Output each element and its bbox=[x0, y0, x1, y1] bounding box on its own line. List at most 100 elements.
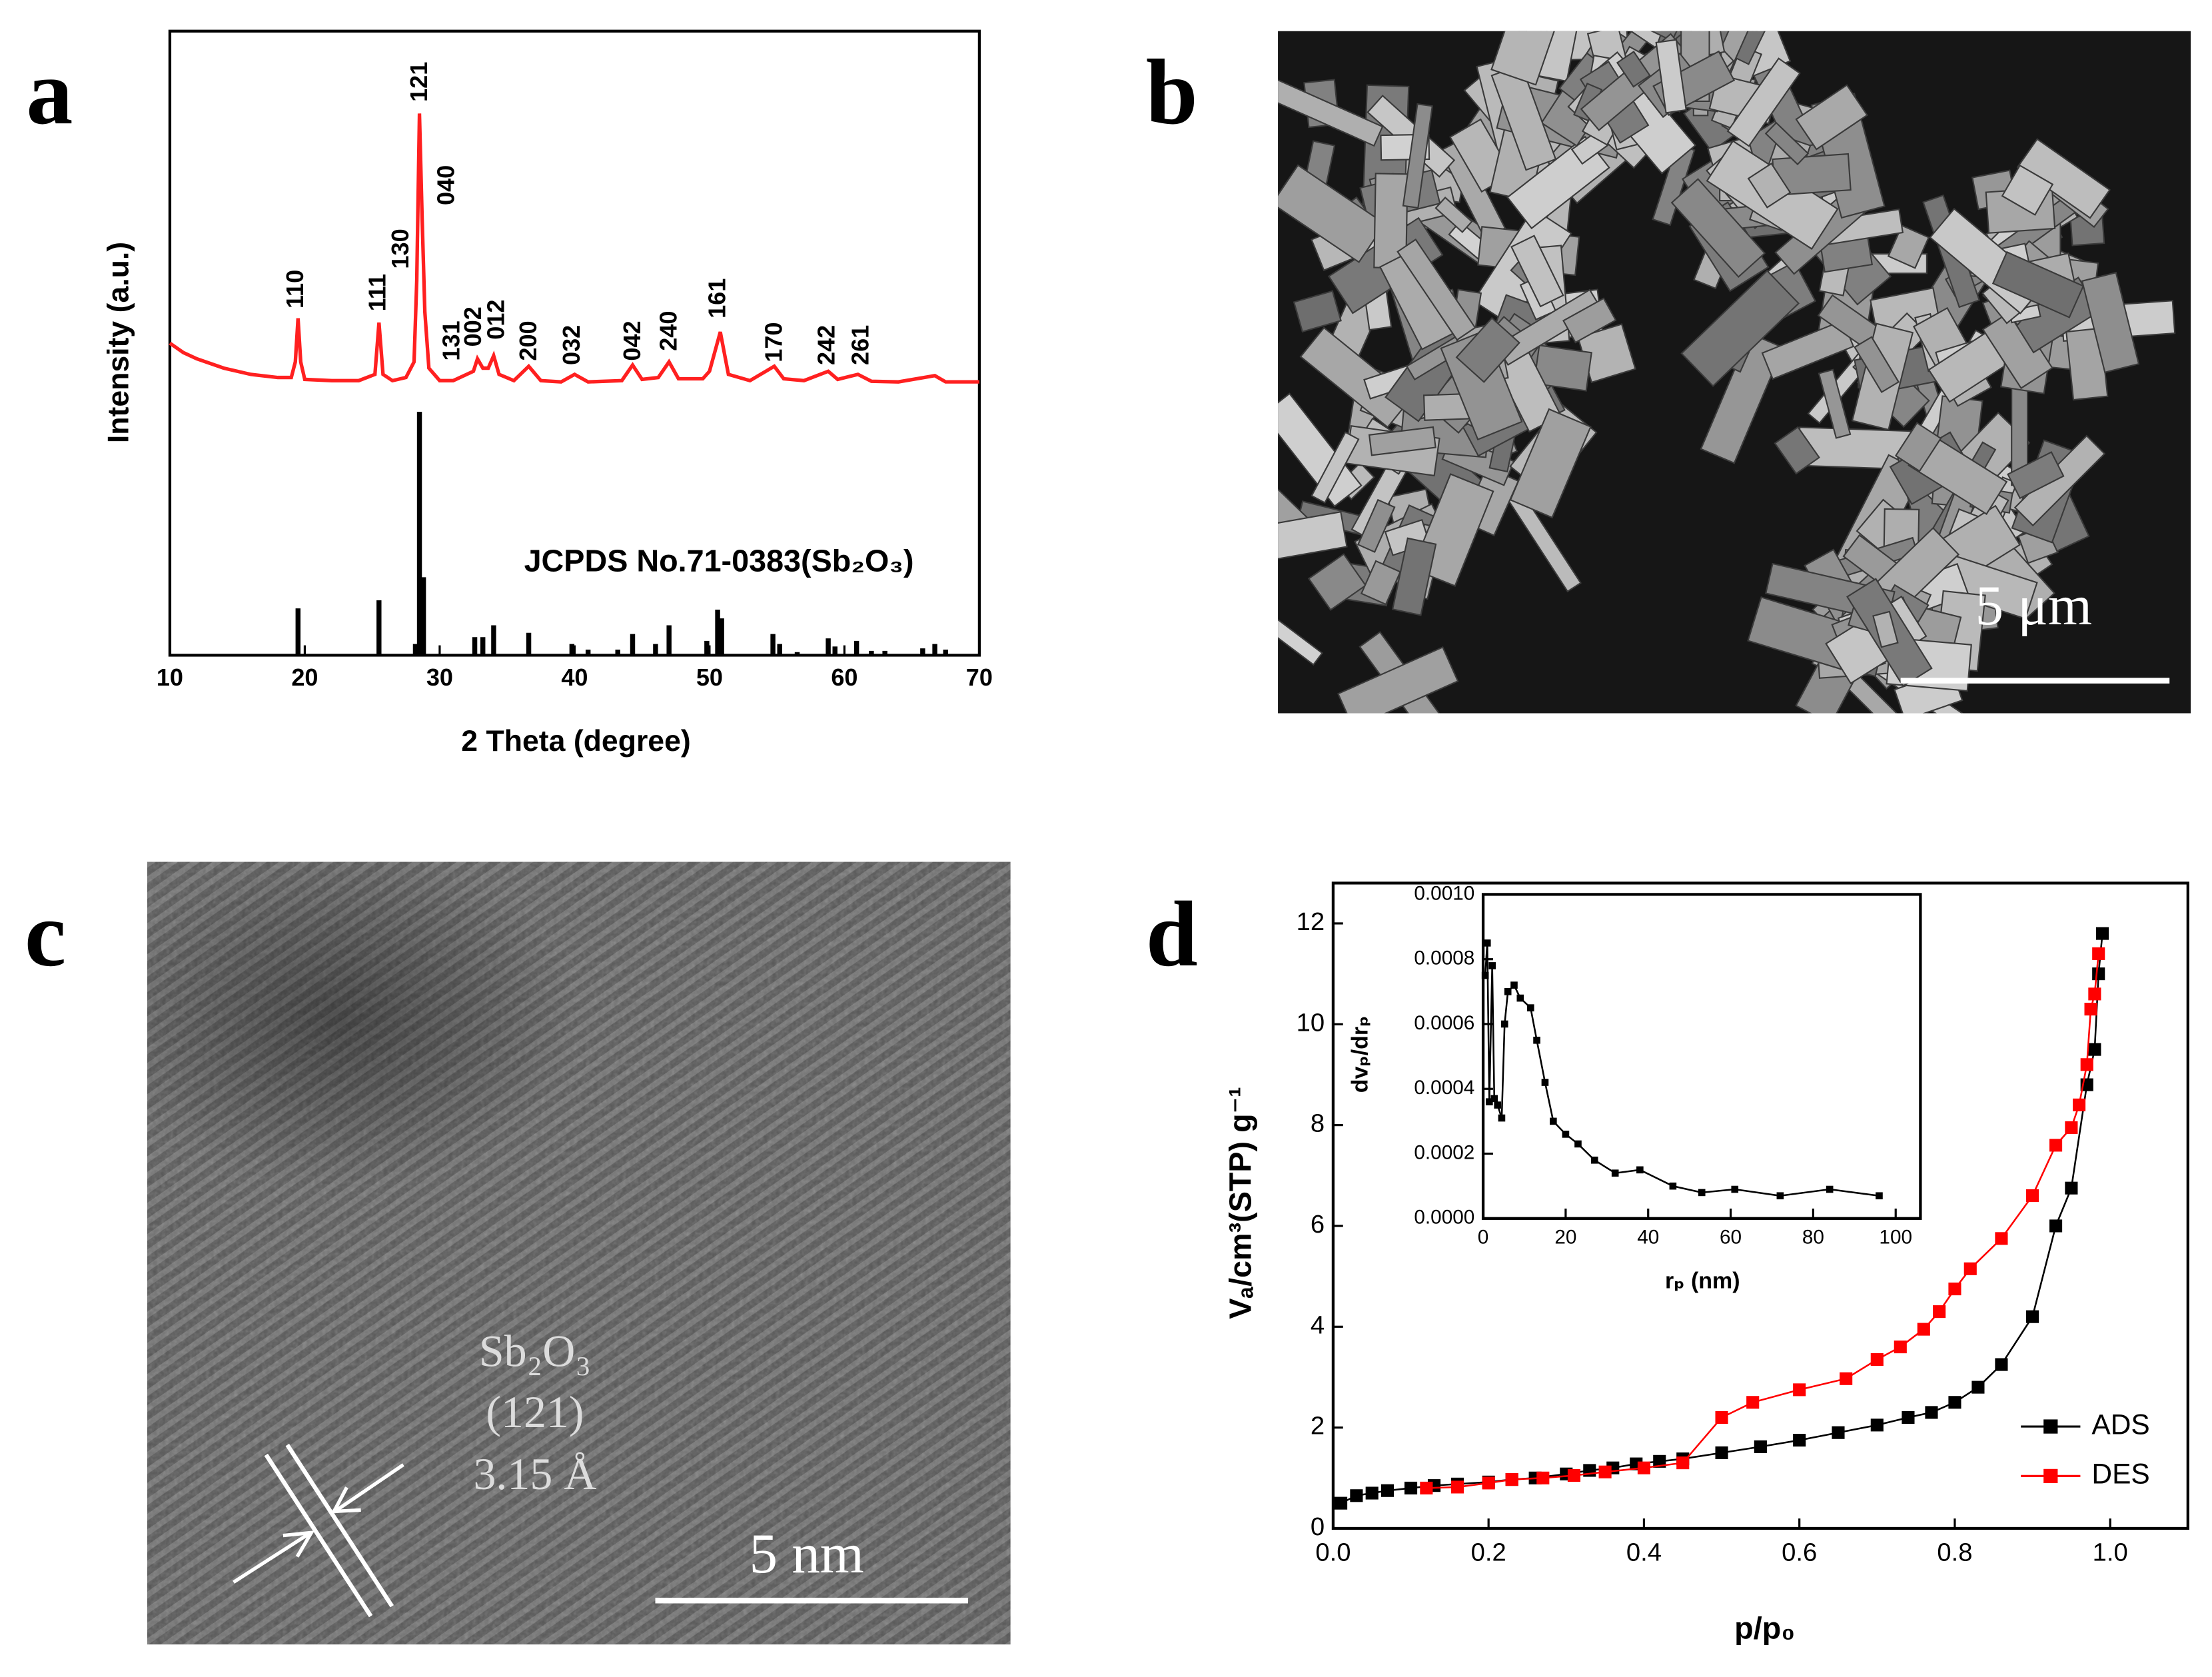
peak-label: 012 bbox=[482, 300, 510, 340]
sem-particle bbox=[1700, 332, 1784, 464]
sem-particle bbox=[1278, 587, 1323, 666]
data-point bbox=[1840, 1372, 1853, 1385]
data-point bbox=[2049, 1219, 2063, 1233]
data-point bbox=[1933, 1305, 1946, 1319]
panel-label: d bbox=[1146, 883, 1198, 986]
sem-particle bbox=[1360, 560, 1402, 606]
data-point bbox=[1404, 1481, 1418, 1494]
sem-particle bbox=[1533, 344, 1592, 392]
sem-particle bbox=[2016, 138, 2111, 219]
legend-label: ADS bbox=[2091, 1409, 2149, 1440]
sem-particle bbox=[2007, 451, 2065, 500]
data-point bbox=[1917, 1323, 1930, 1336]
peak-label: 111 bbox=[363, 274, 390, 311]
sem-particle bbox=[1278, 164, 1386, 263]
data-point bbox=[2092, 967, 2105, 981]
data-point bbox=[1637, 1461, 1650, 1474]
sem-particle bbox=[1655, 39, 1687, 114]
data-point bbox=[2065, 1181, 2078, 1195]
data-point bbox=[1526, 1004, 1534, 1011]
data-point bbox=[1948, 1396, 1961, 1409]
x-tick-label: 50 bbox=[696, 664, 723, 691]
sem-particle bbox=[1670, 178, 1766, 278]
data-point bbox=[1420, 1481, 1433, 1494]
data-point bbox=[2088, 987, 2101, 1001]
x-tick-label: 10 bbox=[157, 664, 183, 691]
sem-particle bbox=[1402, 103, 1433, 209]
data-point bbox=[1335, 1496, 1348, 1510]
data-point bbox=[1870, 1418, 1884, 1432]
data-point bbox=[1793, 1383, 1806, 1397]
data-point bbox=[2026, 1189, 2039, 1203]
data-point bbox=[2072, 1098, 2086, 1111]
data-point bbox=[1876, 1192, 1883, 1200]
data-point bbox=[1500, 1020, 1508, 1028]
peak-label: 130 bbox=[386, 229, 414, 269]
sem-particle bbox=[2081, 271, 2140, 374]
sem-particle bbox=[1894, 422, 1942, 472]
plot-frame bbox=[1481, 893, 1922, 1220]
peak-label: 240 bbox=[655, 311, 682, 351]
data-point bbox=[1636, 1166, 1644, 1174]
sem-particle bbox=[1854, 336, 1900, 394]
legend-marker bbox=[2043, 1468, 2058, 1484]
data-point bbox=[1776, 1192, 1784, 1200]
data-point bbox=[2049, 1139, 2063, 1152]
sem-particle bbox=[1299, 326, 1412, 428]
data-point bbox=[1754, 1440, 1767, 1453]
y-axis-label: dvₚ/drₚ bbox=[1347, 1016, 1373, 1093]
y-tick-label: 12 bbox=[1297, 907, 1325, 936]
x-axis-label: p/p₀ bbox=[1734, 1610, 1795, 1645]
data-point bbox=[1494, 1101, 1502, 1109]
data-point bbox=[1516, 994, 1524, 1002]
data-point bbox=[2065, 1121, 2078, 1134]
data-point bbox=[1746, 1396, 1760, 1409]
arrow-head bbox=[282, 1530, 315, 1558]
y-tick-label: 4 bbox=[1311, 1311, 1325, 1339]
sem-image: 5 μm b bbox=[1146, 0, 2191, 714]
sem-particle bbox=[1396, 239, 1476, 341]
x-tick-label: 60 bbox=[1720, 1226, 1742, 1248]
x-tick-label: 0 bbox=[1478, 1226, 1489, 1248]
arrow bbox=[233, 1532, 310, 1584]
x-tick-label: 70 bbox=[966, 664, 993, 691]
annotation: Sb₂O₃ bbox=[479, 1325, 591, 1376]
sem-particle bbox=[1726, 57, 1801, 147]
sem-particle bbox=[1634, 31, 1728, 42]
y-tick-label: 0.0004 bbox=[1414, 1077, 1474, 1099]
sem-particle bbox=[1434, 197, 1473, 233]
sem-particle bbox=[1311, 431, 1360, 504]
data-point bbox=[1536, 1471, 1550, 1484]
data-point bbox=[1486, 1098, 1493, 1106]
peak-label: 042 bbox=[618, 320, 646, 360]
data-point bbox=[1676, 1456, 1690, 1470]
x-tick-label: 30 bbox=[426, 664, 453, 691]
sem-particle bbox=[1455, 316, 1520, 383]
arrow bbox=[336, 1463, 404, 1512]
y-tick-label: 0.0010 bbox=[1414, 882, 1474, 904]
sem-particle bbox=[1991, 251, 2085, 318]
panel-label: a bbox=[26, 41, 73, 144]
data-point bbox=[1381, 1484, 1394, 1497]
y-tick-label: 0.0002 bbox=[1414, 1141, 1474, 1163]
data-point bbox=[1698, 1189, 1706, 1197]
sem-particle bbox=[1887, 225, 1930, 269]
data-point bbox=[1481, 971, 1489, 979]
annotation: (121) bbox=[486, 1387, 584, 1437]
arrow-head bbox=[330, 1486, 361, 1514]
x-tick-label: 20 bbox=[1554, 1226, 1576, 1248]
x-tick-label: 80 bbox=[1802, 1226, 1824, 1248]
x-tick-label: 0.8 bbox=[1937, 1538, 1972, 1566]
data-point bbox=[1533, 1036, 1540, 1044]
data-point bbox=[1482, 1476, 1495, 1490]
sem-particle bbox=[1278, 77, 1384, 147]
data-point bbox=[1541, 1079, 1549, 1086]
sem-particle bbox=[1510, 235, 1564, 308]
legend-label: DES bbox=[2091, 1459, 2149, 1490]
tem-texture bbox=[147, 861, 1011, 1645]
sem-particle bbox=[1818, 368, 1852, 439]
sem-particle bbox=[1700, 0, 1795, 29]
data-point bbox=[1550, 1117, 1557, 1125]
data-point bbox=[1505, 1473, 1518, 1486]
